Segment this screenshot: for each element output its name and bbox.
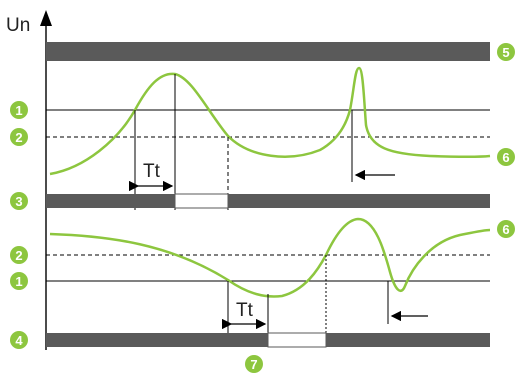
badge-6-upper: 6 [497,148,515,166]
svg-text:3: 3 [15,194,22,209]
lower-signal-curve [49,217,491,298]
svg-text:6: 6 [502,222,509,237]
badge-1-upper: 1 [10,101,28,119]
relay-bar-4-gap [267,332,327,348]
svg-text:7: 7 [250,357,257,372]
badge-2-upper: 2 [10,128,28,146]
y-axis-arrow [40,10,52,26]
badge-2-lower: 2 [10,246,28,264]
badge-7: 7 [245,355,263,373]
badge-4: 4 [10,331,28,349]
relay-bar-4-a [46,333,268,347]
supply-bar-5 [46,42,490,61]
svg-text:4: 4 [15,333,23,348]
axis-label-un: Un [6,15,30,36]
svg-text:1: 1 [15,103,22,118]
badge-1-lower: 1 [10,272,28,290]
badge-3: 3 [10,192,28,210]
relay-bar-3-a [46,194,175,208]
badge-5: 5 [497,43,515,61]
svg-text:6: 6 [502,150,509,165]
relay-bar-4-b [326,333,490,347]
tt-label-lower: Tt [236,300,254,321]
tt-label-upper: Tt [143,161,161,182]
relay-bar-3-gap [174,193,229,209]
relay-bar-3-b [228,194,490,208]
svg-text:2: 2 [15,248,22,263]
svg-text:2: 2 [15,130,22,145]
upper-signal-curve [49,66,491,176]
badge-6-lower: 6 [497,220,515,238]
svg-text:1: 1 [15,274,22,289]
svg-text:5: 5 [502,45,509,60]
